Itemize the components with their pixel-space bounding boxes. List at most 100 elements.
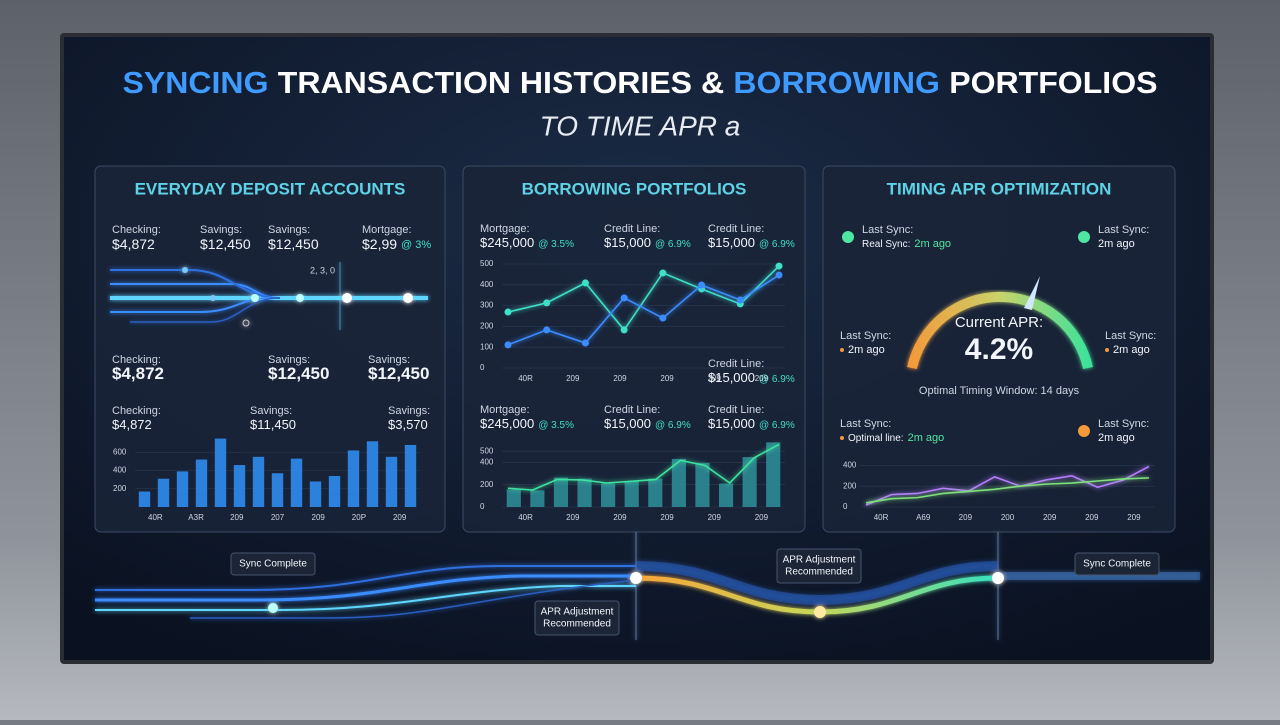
- label: Sync Complete: [239, 559, 307, 570]
- stat-value: $12,450: [200, 236, 251, 252]
- x-tick-label: 40R: [518, 513, 533, 522]
- label: Savings:: [200, 224, 242, 236]
- stat-value: $15,000 @ 6.9%: [708, 416, 795, 431]
- x-tick-label: 209: [230, 513, 244, 522]
- x-tick-label: 209: [660, 374, 674, 383]
- event-box: [776, 548, 862, 584]
- panel-title: TIMING APR OPTIMIZATION: [887, 179, 1112, 198]
- line: [865, 477, 1150, 504]
- sync-icon: [842, 231, 854, 243]
- label: Recommended: [543, 619, 611, 630]
- stat-amount: $245,000: [480, 235, 534, 250]
- title-part: BORROWING: [733, 65, 939, 100]
- panel: [822, 165, 1176, 533]
- label: Savings:: [268, 224, 310, 236]
- label: Mortgage:: [480, 404, 530, 416]
- y-tick-label: 400: [480, 280, 494, 289]
- y-tick-label: 100: [480, 342, 494, 351]
- stat-value: $4,872: [112, 236, 155, 252]
- label: Last Sync:: [1098, 418, 1149, 430]
- y-tick-label: 200: [113, 484, 127, 493]
- bar: [366, 441, 379, 507]
- point: [659, 269, 667, 277]
- bar: [530, 490, 545, 507]
- line: [507, 443, 780, 491]
- bar: [695, 462, 710, 507]
- bar: [347, 450, 360, 507]
- stat-value: $15,000 @ 6.9%: [708, 235, 795, 250]
- sync-dot: [840, 436, 844, 440]
- label: Last Sync:: [1098, 224, 1149, 236]
- stat-amount: $15,000: [708, 235, 755, 250]
- point: [775, 262, 783, 270]
- x-tick-label: 209: [393, 513, 407, 522]
- y-tick-label: 300: [480, 301, 494, 310]
- stat-value: $4,872: [112, 417, 152, 432]
- label: APR Adjustment: [783, 555, 856, 566]
- stat-value: $245,000 @ 3.5%: [480, 235, 574, 250]
- stat-value: $11,450: [250, 417, 296, 432]
- point: [581, 339, 589, 347]
- bar: [404, 444, 417, 507]
- label: Current APR:: [955, 314, 1043, 331]
- label: Savings:: [250, 405, 292, 417]
- line: [865, 465, 1150, 506]
- point: [543, 326, 551, 334]
- sync-dot: [1105, 348, 1109, 352]
- stat-value: $245,000 @ 3.5%: [480, 416, 574, 431]
- bar: [506, 489, 521, 507]
- sync-dot: [840, 348, 844, 352]
- point: [659, 314, 667, 322]
- sync-time: 2m ago: [908, 432, 945, 444]
- sync-time: 2m ago: [848, 344, 885, 356]
- x-tick-label: 209: [1085, 513, 1099, 522]
- stat-value: $4,872: [112, 364, 164, 383]
- x-tick-label: 209: [613, 374, 627, 383]
- label: Savings:: [268, 354, 310, 366]
- x-tick-label: 209: [755, 374, 769, 383]
- sync-time: 2m ago: [1098, 432, 1135, 444]
- x-tick-label: 209: [660, 513, 674, 522]
- bar: [290, 458, 303, 507]
- sync-detail-label: Optimal line:: [848, 433, 904, 444]
- title-part: SYNCING: [123, 65, 269, 100]
- label: Savings:: [388, 405, 430, 417]
- label: Recommended: [785, 567, 853, 578]
- bar: [766, 442, 781, 507]
- bar: [271, 473, 284, 507]
- x-tick-label: 209: [566, 513, 580, 522]
- stat-value: $12,450: [368, 364, 429, 383]
- x-tick-label: A69: [916, 513, 931, 522]
- stat-amount: $15,000: [708, 370, 755, 385]
- bar: [176, 471, 189, 507]
- y-tick-label: 400: [480, 457, 494, 466]
- y-tick-label: 0: [843, 502, 848, 511]
- bar: [157, 478, 170, 507]
- x-tick-label: 209: [312, 513, 326, 522]
- bar: [309, 481, 322, 507]
- point: [504, 341, 512, 349]
- point: [620, 326, 628, 334]
- stat-value: $15,000 @ 6.9%: [604, 416, 691, 431]
- subtitle: TO TIME APR a: [540, 110, 741, 141]
- stat-amount: $245,000: [480, 416, 534, 431]
- y-tick-label: 400: [113, 466, 127, 475]
- label: APR Adjustment: [541, 607, 614, 618]
- stat-value: $15,000 @ 6.9%: [708, 370, 795, 385]
- point: [775, 271, 783, 279]
- label: Checking:: [112, 224, 161, 236]
- stat-amount: $3,570: [388, 417, 428, 432]
- sync-time: 2m ago: [914, 238, 951, 250]
- sync-icon: [1078, 231, 1090, 243]
- x-tick-label: 209: [566, 374, 580, 383]
- label: Last Sync:: [1105, 330, 1156, 342]
- point: [543, 299, 551, 307]
- y-tick-label: 0: [480, 363, 485, 372]
- y-tick-label: 500: [480, 259, 494, 268]
- stat-value: $12,450: [268, 236, 319, 252]
- panel-title: BORROWING PORTFOLIOS: [522, 179, 747, 198]
- x-tick-label: 209: [708, 374, 722, 383]
- stat-rate: @ 3.5%: [538, 239, 574, 250]
